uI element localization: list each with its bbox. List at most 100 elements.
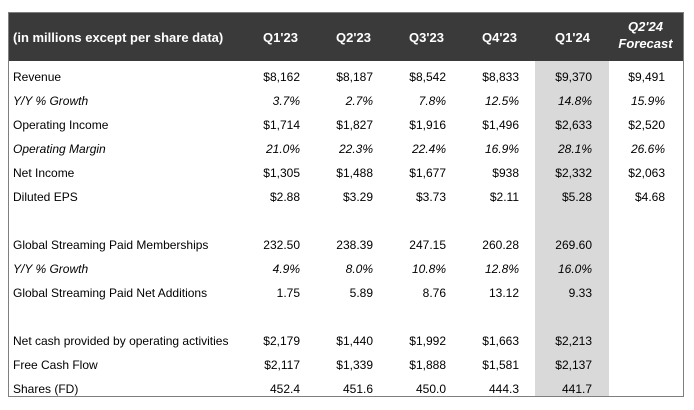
table-cell: $4.68 bbox=[634, 190, 665, 204]
table-cell: $1,488 bbox=[336, 166, 373, 180]
table-row: Y/Y % Growth 4.9% 8.0% 10.8% 12.8% 16.0% bbox=[9, 257, 683, 281]
table-cell: $2,063 bbox=[628, 166, 665, 180]
table-cell: $1,888 bbox=[409, 358, 446, 372]
table-cell: 452.4 bbox=[269, 382, 300, 396]
table-row: Operating Margin 21.0% 22.3% 22.4% 16.9% 28.1… bbox=[9, 137, 683, 161]
table-cell: 8.0% bbox=[345, 262, 373, 276]
table-cell: 13.12 bbox=[488, 286, 519, 300]
table-cell: $8,833 bbox=[482, 70, 519, 84]
row-label: Y/Y % Growth bbox=[13, 94, 89, 108]
table-cell: 450.0 bbox=[415, 382, 446, 396]
table-row: Global Streaming Paid Memberships 232.50 2… bbox=[9, 233, 683, 257]
table-cell: $9,491 bbox=[628, 70, 665, 84]
table-cell: 21.0% bbox=[265, 142, 300, 156]
table-cell: $2.11 bbox=[489, 190, 519, 204]
row-label: Revenue bbox=[13, 70, 62, 84]
table-cell: $1,714 bbox=[263, 118, 300, 132]
row-label: Y/Y % Growth bbox=[13, 262, 89, 276]
table-cell: 4.9% bbox=[272, 262, 300, 276]
table-row: Shares (FD) 452.4 451.6 450.0 444.3 441.7 bbox=[9, 377, 683, 396]
table-cell: $1,827 bbox=[336, 118, 373, 132]
table-cell: $3.29 bbox=[342, 190, 373, 204]
col-header-q4-23: Q4'23 bbox=[482, 30, 517, 45]
table-row: Y/Y % Growth 3.7% 2.7% 7.8% 12.5% 14.8% 15.9% bbox=[9, 89, 683, 113]
table-cell: $2.88 bbox=[269, 190, 300, 204]
table-cell: 269.60 bbox=[555, 238, 592, 252]
table-cell: $1,581 bbox=[482, 358, 519, 372]
row-label: Free Cash Flow bbox=[13, 358, 98, 372]
table-cell: 22.4% bbox=[411, 142, 446, 156]
col-header-q1-24: Q1'24 bbox=[555, 30, 590, 45]
table-cell: 2.7% bbox=[345, 94, 373, 108]
table-header: (in millions except per share data) Q1'2… bbox=[9, 13, 683, 61]
row-label: Shares (FD) bbox=[13, 382, 79, 396]
table-cell: $2,520 bbox=[628, 118, 665, 132]
table-cell: $1,677 bbox=[409, 166, 446, 180]
table-cell: 16.0% bbox=[557, 262, 592, 276]
row-label: Net Income bbox=[13, 166, 75, 180]
forecast-quarter: Q2'24 bbox=[628, 19, 663, 34]
header-label: (in millions except per share data) bbox=[13, 30, 224, 45]
table-row: Net Income $1,305 $1,488 $1,677 $938 $2,332 $2… bbox=[9, 161, 683, 185]
table-cell: $2,117 bbox=[264, 358, 300, 372]
forecast-word: Forecast bbox=[618, 36, 673, 51]
col-header-q2-23: Q2'23 bbox=[336, 30, 371, 45]
table-cell: 441.7 bbox=[561, 382, 592, 396]
table-cell: $938 bbox=[492, 166, 519, 180]
table-cell: 232.50 bbox=[263, 238, 300, 252]
table-cell: $5.28 bbox=[561, 190, 592, 204]
table-cell: 15.9% bbox=[630, 94, 665, 108]
table-cell: $8,187 bbox=[336, 70, 373, 84]
financial-summary-table: (in millions except per share data) Q1'2… bbox=[8, 12, 684, 397]
table-cell: 16.9% bbox=[484, 142, 519, 156]
table-cell: $9,370 bbox=[555, 70, 592, 84]
table-row: Operating Income $1,714 $1,827 $1,916 $1,496… bbox=[9, 113, 683, 137]
table-cell: 8.76 bbox=[422, 286, 446, 300]
table-cell: $8,162 bbox=[263, 70, 300, 84]
table-cell: 1.75 bbox=[276, 286, 300, 300]
col-header-q3-23: Q3'23 bbox=[409, 30, 444, 45]
row-label: Operating Margin bbox=[13, 142, 106, 156]
table-cell: $2,633 bbox=[555, 118, 592, 132]
table-cell: $1,916 bbox=[409, 118, 446, 132]
table-cell: 22.3% bbox=[338, 142, 373, 156]
table-row: Free Cash Flow $2,117 $1,339 $1,888 $1,581 $2… bbox=[9, 353, 683, 377]
table-cell: $1,339 bbox=[336, 358, 373, 372]
table-row: Global Streaming Paid Net Additions 1.75 5… bbox=[9, 281, 683, 305]
table-cell: 12.5% bbox=[484, 94, 519, 108]
table-cell: 7.8% bbox=[418, 94, 446, 108]
table-cell: 28.1% bbox=[557, 142, 592, 156]
row-label: Diluted EPS bbox=[13, 190, 78, 204]
table-cell: 247.15 bbox=[409, 238, 446, 252]
table-cell: $1,496 bbox=[482, 118, 519, 132]
row-label: Global Streaming Paid Net Additions bbox=[13, 286, 208, 300]
table-cell: $2,213 bbox=[555, 334, 592, 348]
table-cell: $3.73 bbox=[415, 190, 446, 204]
table-cell: $1,663 bbox=[482, 334, 519, 348]
row-label: Operating Income bbox=[13, 118, 109, 132]
table-cell: $2,179 bbox=[263, 334, 300, 348]
table-row: Revenue $8,162 $8,187 $8,542 $8,833 $9,370 $9,… bbox=[9, 65, 683, 89]
table-cell: 260.28 bbox=[482, 238, 519, 252]
table-cell: 238.39 bbox=[336, 238, 373, 252]
table-cell: 451.6 bbox=[342, 382, 373, 396]
table-row: Diluted EPS $2.88 $3.29 $3.73 $2.11 $5.28 $4.6… bbox=[9, 185, 683, 209]
table-cell: $8,542 bbox=[409, 70, 446, 84]
table-cell: $2,137 bbox=[555, 358, 592, 372]
col-header-forecast: Q2'24 Forecast bbox=[609, 18, 682, 52]
row-label: Global Streaming Paid Memberships bbox=[13, 238, 209, 252]
table-cell: 12.8% bbox=[484, 262, 519, 276]
table-cell: $1,992 bbox=[409, 334, 446, 348]
table-cell: 9.33 bbox=[568, 286, 592, 300]
table-cell: 10.8% bbox=[411, 262, 446, 276]
highlight-column-q1-24 bbox=[535, 61, 609, 396]
table-cell: $1,305 bbox=[263, 166, 300, 180]
row-label: Net cash provided by operating activitie… bbox=[13, 334, 229, 348]
table-cell: $1,440 bbox=[336, 334, 373, 348]
table-cell: 26.6% bbox=[630, 142, 665, 156]
table-cell: 14.8% bbox=[557, 94, 592, 108]
table-cell: 3.7% bbox=[272, 94, 300, 108]
table-cell: $2,332 bbox=[555, 166, 592, 180]
col-header-q1-23: Q1'23 bbox=[263, 30, 298, 45]
table-cell: 444.3 bbox=[488, 382, 519, 396]
